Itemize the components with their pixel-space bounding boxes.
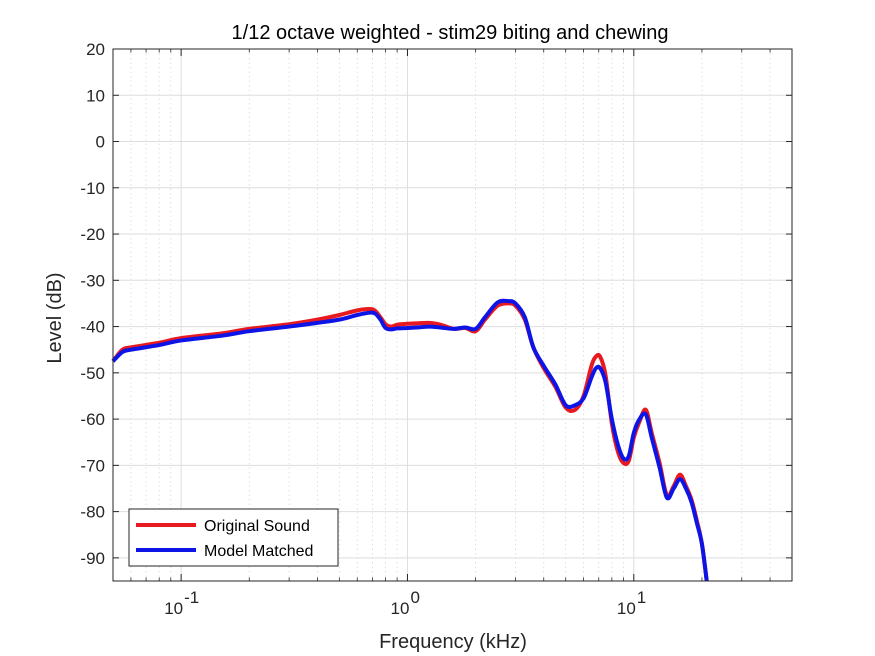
plot-area	[113, 49, 792, 581]
x-axis-title: Frequency (kHz)	[379, 631, 527, 653]
x-tick-label-base: 10	[164, 599, 183, 618]
axis-ticks	[113, 48, 792, 581]
x-tick-label-exponent: -1	[184, 588, 199, 607]
y-tick-label: -40	[80, 318, 105, 337]
y-tick-label: 20	[86, 40, 105, 59]
x-tick-label-exponent: 0	[410, 588, 419, 607]
y-tick-label: -70	[80, 456, 105, 475]
legend: Original Sound Model Matched	[128, 508, 339, 567]
y-tick-label: -80	[80, 503, 105, 522]
x-tick-label: 100	[391, 588, 420, 618]
x-tick-label-base: 10	[391, 599, 410, 618]
x-tick-label-exponent: 1	[637, 588, 646, 607]
y-tick-label: 10	[86, 86, 105, 105]
y-tick-label: -50	[80, 364, 105, 383]
legend-label-original: Original Sound	[204, 518, 310, 535]
y-tick-label: 0	[96, 133, 105, 152]
legend-box	[128, 508, 339, 567]
y-tick-label: -60	[80, 410, 105, 429]
x-tick-label: 101	[617, 588, 646, 618]
y-tick-label: -20	[80, 225, 105, 244]
x-tick-label-base: 10	[617, 599, 636, 618]
series-lines	[111, 298, 709, 582]
legend-label-model: Model Matched	[204, 543, 313, 560]
y-tick-label: -30	[80, 271, 105, 290]
y-tick-labels: 20 10 0 -10 -20 -30 -40 -50 -60 -70 -80 -90	[80, 40, 105, 568]
y-tick-label: -10	[80, 179, 105, 198]
chart-title: 1/12 octave weighted - stim29 biting and…	[232, 22, 669, 44]
y-axis-title: Level (dB)	[44, 272, 66, 363]
plot-frame	[112, 48, 793, 582]
y-tick-label: -90	[80, 549, 105, 568]
x-tick-label: 10-1	[164, 588, 199, 618]
series-line-model-matched	[111, 298, 709, 582]
